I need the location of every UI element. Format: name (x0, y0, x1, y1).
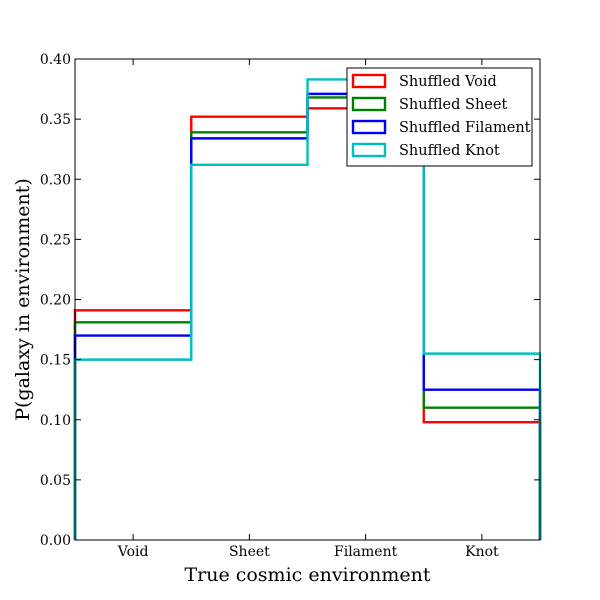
y-tick-label: 0.15 (40, 353, 71, 369)
y-tick-label: 0.25 (40, 232, 71, 248)
legend-swatch (351, 73, 387, 89)
x-tick-label: Void (117, 544, 149, 560)
legend-label: Shuffled Void (399, 74, 497, 90)
x-tick-label: Sheet (229, 544, 270, 560)
y-tick-label: 0.05 (40, 473, 71, 489)
legend-label: Shuffled Sheet (399, 97, 507, 113)
y-tick-label: 0.10 (40, 413, 71, 429)
legend-label: Shuffled Knot (399, 143, 500, 159)
legend-swatch (351, 142, 387, 158)
x-tick-label: Filament (334, 544, 398, 560)
legend: Shuffled Void Shuffled Sheet Shuffled Fila… (346, 67, 533, 167)
legend-swatch (351, 119, 387, 135)
legend-label: Shuffled Filament (399, 120, 531, 136)
y-tick-label: 0.20 (40, 293, 71, 309)
y-tick-label: 0.00 (40, 533, 71, 549)
y-tick-label: 0.40 (40, 52, 71, 68)
legend-box (346, 67, 533, 167)
legend-swatch (351, 96, 387, 112)
x-tick-label: Knot (465, 544, 499, 560)
y-axis-label: P(galaxy in environment) (12, 178, 34, 421)
series-layer (73, 78, 542, 540)
y-tick-label: 0.30 (40, 172, 71, 188)
x-axis-label: True cosmic environment (184, 564, 430, 586)
series-line-4 (73, 78, 542, 540)
ticks-layer: 0.00 0.05 0.10 0.15 0.20 0.25 0.30 0.35 0.40 Void… (40, 52, 540, 560)
y-tick-label: 0.35 (40, 112, 71, 128)
